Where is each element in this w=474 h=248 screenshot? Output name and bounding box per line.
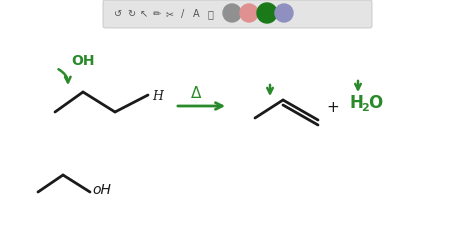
Circle shape: [257, 3, 277, 23]
Text: +: +: [327, 100, 339, 116]
Circle shape: [275, 4, 293, 22]
Text: ✂: ✂: [166, 9, 174, 19]
Circle shape: [240, 4, 258, 22]
Circle shape: [223, 4, 241, 22]
Text: 2: 2: [361, 103, 369, 113]
FancyBboxPatch shape: [103, 0, 372, 28]
Text: A: A: [193, 9, 199, 19]
Text: /: /: [182, 9, 185, 19]
Text: H: H: [350, 94, 364, 112]
Text: O: O: [368, 94, 382, 112]
Text: OH: OH: [71, 54, 95, 68]
Text: ↺: ↺: [114, 9, 122, 19]
Text: ↖: ↖: [140, 9, 148, 19]
Text: ✏: ✏: [153, 9, 161, 19]
Text: H: H: [152, 90, 163, 102]
Text: oH: oH: [92, 183, 111, 197]
Text: Δ: Δ: [191, 87, 201, 101]
Text: ⬜: ⬜: [207, 9, 213, 19]
Text: ↻: ↻: [127, 9, 135, 19]
